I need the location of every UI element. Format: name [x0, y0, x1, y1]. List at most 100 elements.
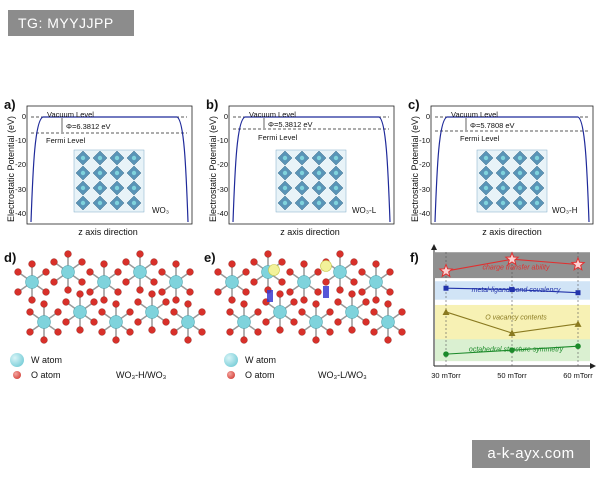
w-atom	[131, 155, 137, 161]
o-atom	[398, 308, 406, 316]
o-atom	[290, 298, 298, 306]
w-atom	[25, 275, 39, 289]
panel-b-ytick: -40	[217, 209, 228, 218]
o-atom	[40, 300, 48, 308]
w-atom	[97, 185, 103, 191]
o-atom	[228, 296, 236, 304]
o-atom	[28, 260, 36, 268]
o-atom	[98, 328, 106, 336]
panel-c-ytick: -40	[419, 209, 430, 218]
panel-c-ytick: -20	[419, 160, 430, 169]
watermark-top-left: TG: MYYJJPP	[8, 10, 134, 36]
panel-b-label: b)	[206, 97, 219, 112]
o-atom	[64, 286, 72, 294]
o-atom	[228, 260, 236, 268]
o-atom	[300, 260, 308, 268]
w-atom	[80, 155, 86, 161]
o-atom	[254, 328, 262, 336]
o-atom	[40, 336, 48, 344]
data-point	[570, 256, 586, 271]
panel-f-label: f)	[410, 250, 419, 265]
o-atom	[42, 288, 50, 296]
panel-e-structure	[214, 250, 406, 344]
data-point	[575, 290, 581, 296]
o-atom	[54, 328, 62, 336]
w-atom	[534, 170, 540, 176]
o-atom	[114, 288, 122, 296]
w-atom	[80, 170, 86, 176]
o-atom	[134, 318, 142, 326]
o-atom	[286, 288, 294, 296]
o-atom	[64, 250, 72, 258]
o-atom	[42, 268, 50, 276]
o-atom	[336, 250, 344, 258]
o-atom	[314, 288, 322, 296]
w-atom	[80, 185, 86, 191]
w-atom	[316, 200, 322, 206]
o-atom	[26, 328, 34, 336]
panel-d-w-label: W atom	[31, 355, 63, 365]
o-atom	[150, 278, 158, 286]
o-atom	[50, 278, 58, 286]
panel-b-ytick: -10	[217, 136, 228, 145]
w-atom	[97, 200, 103, 206]
w-atom	[309, 315, 323, 329]
o-atom	[150, 258, 158, 266]
panel-b-crystal	[275, 149, 347, 213]
w-atom	[169, 275, 183, 289]
o-atom	[78, 278, 86, 286]
o-atom	[264, 250, 272, 258]
o-atom	[348, 290, 356, 298]
o-atom	[198, 328, 206, 336]
panel-b-ytick: -20	[217, 160, 228, 169]
o-atom	[186, 288, 194, 296]
w-atom	[133, 265, 147, 279]
o-atom	[170, 328, 178, 336]
o-atom	[278, 258, 286, 266]
o-atom	[62, 298, 70, 306]
w-atom	[145, 305, 159, 319]
o-atom	[370, 328, 378, 336]
w-atom	[500, 170, 506, 176]
w-atom	[333, 185, 339, 191]
o-atom	[372, 260, 380, 268]
w-atom	[333, 200, 339, 206]
panel-a-material: WO₃	[152, 206, 170, 215]
o-atom	[336, 286, 344, 294]
o-atom	[100, 296, 108, 304]
panel-b-plot	[228, 105, 395, 225]
w-atom	[483, 185, 489, 191]
x-tick-label: 30 mTorr	[431, 371, 461, 380]
o-atom	[122, 258, 130, 266]
o-atom	[250, 278, 258, 286]
vacancy-site	[268, 264, 280, 276]
w-atom	[500, 200, 506, 206]
o-atom	[362, 298, 370, 306]
o-atom	[386, 288, 394, 296]
o-atom	[372, 296, 380, 304]
o-atom	[240, 300, 248, 308]
panel-a-ytick: -20	[15, 160, 26, 169]
w-atom	[299, 185, 305, 191]
o-atom	[348, 326, 356, 334]
o-atom	[134, 298, 142, 306]
o-atom	[334, 318, 342, 326]
w-atom	[114, 155, 120, 161]
data-point	[575, 343, 581, 350]
o-atom	[358, 268, 366, 276]
w-atom	[109, 315, 123, 329]
o-atom	[262, 318, 270, 326]
o-atom	[184, 300, 192, 308]
series-label: octahedral structure symmetry	[469, 347, 564, 354]
o-atom	[148, 326, 156, 334]
o-atom	[312, 300, 320, 308]
w-atom	[61, 265, 75, 279]
w-atom	[282, 185, 288, 191]
w-atom	[333, 265, 347, 279]
o-atom	[276, 326, 284, 334]
panel-a-xlabel: z axis direction	[78, 227, 138, 237]
panel-a-phi-label: Φ=6.3812 eV	[66, 122, 111, 131]
w-atom	[534, 185, 540, 191]
o-atom	[290, 318, 298, 326]
o-atom	[334, 298, 342, 306]
